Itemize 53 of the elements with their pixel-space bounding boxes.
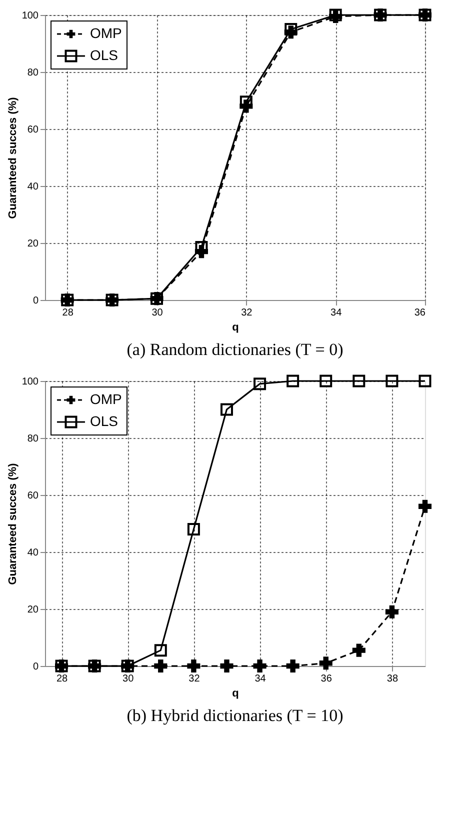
text: (b) Hybrid dictionaries (T = 10) [126, 706, 344, 725]
point [154, 659, 168, 673]
point [286, 659, 300, 673]
legend-label: OLS [90, 47, 118, 63]
point [284, 23, 298, 36]
point [385, 605, 398, 618]
y-tick-label: 20 [27, 604, 39, 616]
y-tick-label: 0 [32, 662, 39, 672]
point [386, 374, 398, 388]
point [418, 374, 432, 388]
point [240, 96, 252, 108]
legend-label: OMP [90, 391, 122, 407]
x-tick-label: 38 [386, 674, 398, 684]
point [154, 644, 167, 657]
x-tick-label: 32 [188, 674, 200, 684]
y-tick-label: 20 [27, 238, 39, 250]
y-axis-title: Guaranteed succes (%) [6, 96, 19, 219]
y-tick-label: 100 [22, 376, 39, 388]
legend-label: OMP [90, 25, 122, 41]
point [352, 644, 366, 657]
legend-label: OLS [90, 413, 118, 429]
x-axis-title: q [232, 688, 239, 700]
x-tick-label: 32 [241, 308, 253, 318]
y-tick-label: 80 [27, 68, 39, 78]
x-tick-label: 30 [122, 674, 134, 684]
y-axis-title: Guaranteed succes (%) [6, 462, 19, 585]
x-tick-label: 34 [254, 674, 266, 684]
y-tick-label: 60 [27, 124, 39, 136]
x-tick-label: 34 [330, 308, 342, 318]
point [220, 659, 234, 673]
point [220, 403, 233, 416]
y-tick-label: 80 [27, 434, 39, 444]
point [418, 500, 432, 513]
y-tick-label: 40 [27, 548, 39, 558]
y-tick-label: 40 [27, 182, 39, 192]
point [286, 374, 300, 388]
point [254, 378, 266, 390]
point [352, 374, 366, 388]
x-tick-label: 28 [62, 308, 74, 318]
y-tick-label: 100 [22, 10, 39, 22]
point [319, 656, 332, 670]
x-tick-label: 30 [152, 308, 164, 318]
point [253, 659, 266, 673]
x-tick-label: 28 [56, 674, 68, 684]
x-axis-title: q [232, 322, 239, 334]
x-tick-label: 36 [414, 308, 426, 318]
y-tick-label: 0 [32, 296, 39, 306]
point [187, 659, 200, 673]
x-tick-label: 36 [320, 674, 332, 684]
y-tick-label: 60 [27, 490, 39, 502]
point [320, 374, 332, 388]
text: (a) Random dictionaries (T = 0) [126, 340, 344, 359]
point [187, 522, 200, 536]
